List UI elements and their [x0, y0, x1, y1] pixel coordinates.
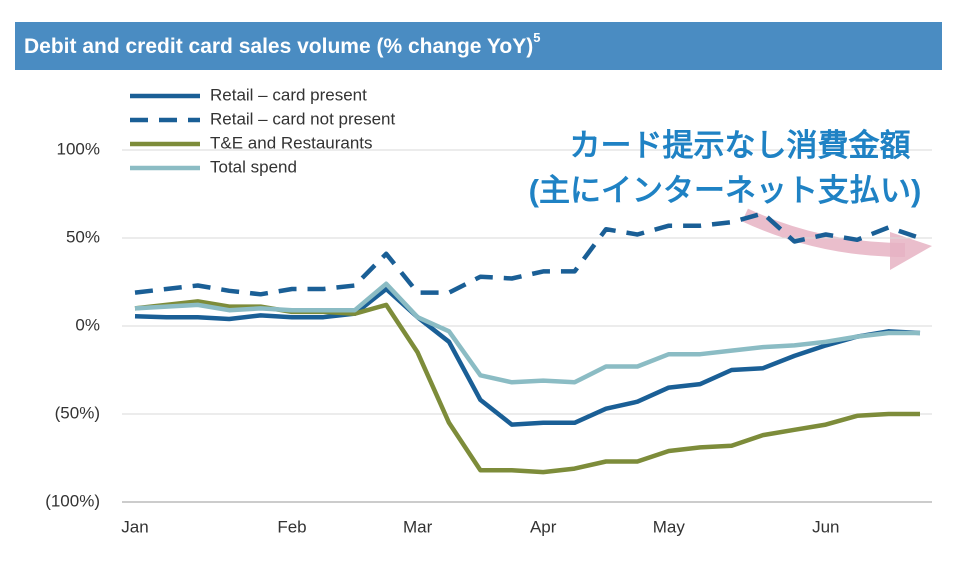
title-footnote: 5	[533, 30, 540, 45]
x-tick-label: Apr	[530, 517, 557, 536]
x-tick-label: Jun	[812, 517, 839, 536]
series-line	[134, 281, 920, 385]
title-text: Debit and credit card sales volume (% ch…	[24, 35, 533, 58]
series-line	[134, 286, 921, 427]
annotation-arrow	[742, 208, 906, 257]
plot: 100% 50% 0% (50%) (100%) Jan Feb Mar Apr May Jun Re…	[45, 85, 932, 536]
title-bar	[15, 22, 942, 70]
y-tick-label: (100%)	[45, 491, 100, 510]
chart-title: Debit and credit card sales volume (% ch…	[24, 30, 540, 57]
legend-label: Retail – card not present	[210, 109, 395, 128]
x-tick-label: Jan	[121, 517, 148, 536]
x-tick-label: Mar	[403, 517, 433, 536]
series-line	[134, 211, 921, 297]
annotation-line: カード提示なし消費金額	[570, 128, 911, 163]
y-tick-label: 0%	[75, 315, 100, 334]
y-tick-label: 50%	[66, 227, 100, 246]
annotation-line: (主にインターネット支払い)	[529, 173, 922, 208]
x-tick-label: Feb	[277, 517, 306, 536]
x-tick-label: May	[653, 517, 686, 536]
legend-label: T&E and Restaurants	[210, 133, 373, 152]
series-line	[134, 299, 920, 475]
legend-label: Retail – card present	[210, 85, 367, 104]
legend-label: Total spend	[210, 157, 297, 176]
y-tick-label: 100%	[57, 139, 100, 158]
y-tick-label: (50%)	[55, 403, 100, 422]
annotation-arrowhead	[890, 232, 932, 270]
